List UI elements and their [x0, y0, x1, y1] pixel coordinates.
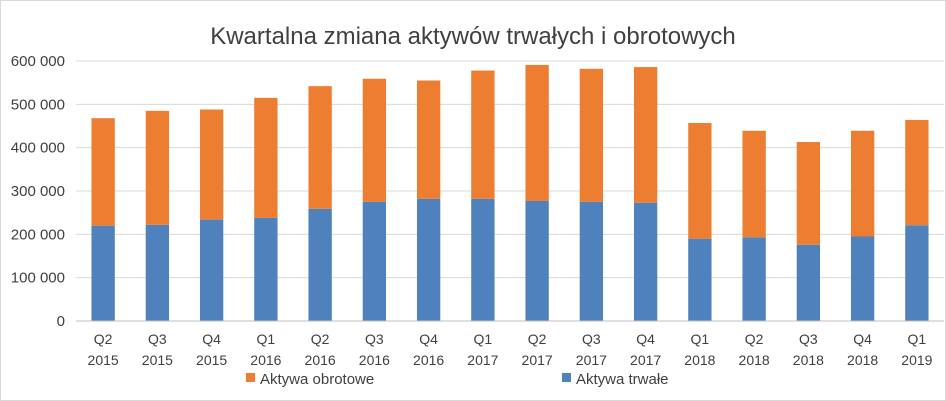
x-tick-year: 2017	[576, 352, 607, 368]
y-axis-ticks: 0 100 000 200 000 300 000 400 000 500 000 600 …	[11, 53, 65, 330]
x-tick-quarter: Q1	[691, 331, 710, 347]
bar-aktywa-trwale	[579, 201, 604, 321]
y-tick-label: 400 000	[11, 140, 65, 157]
bar-aktywa-trwale	[850, 236, 875, 321]
bar-aktywa-trwale	[199, 219, 224, 321]
x-tick-year: 2016	[305, 352, 336, 368]
chart-title: Kwartalna zmiana aktywów trwałych i obro…	[210, 23, 736, 50]
x-tick-year: 2018	[739, 352, 770, 368]
x-tick-quarter: Q2	[94, 331, 113, 347]
x-tick-quarter: Q4	[636, 331, 655, 347]
x-tick-year: 2018	[793, 352, 824, 368]
bars	[91, 64, 929, 321]
x-tick-year: 2018	[684, 352, 715, 368]
x-tick-year: 2017	[630, 352, 661, 368]
x-tick-quarter: Q3	[799, 331, 818, 347]
bar-aktywa-obrotowe	[905, 119, 929, 226]
bar-aktywa-trwale	[688, 238, 712, 321]
legend-swatch	[562, 373, 571, 382]
x-tick-year: 2018	[847, 352, 878, 368]
y-tick-label: 600 000	[11, 53, 65, 70]
bar-aktywa-trwale	[362, 201, 387, 321]
x-tick-year: 2017	[467, 352, 498, 368]
bar-aktywa-trwale	[742, 237, 766, 321]
bar-aktywa-obrotowe	[91, 118, 115, 226]
y-tick-label: 500 000	[11, 96, 65, 113]
bar-aktywa-trwale	[308, 208, 332, 321]
bar-aktywa-trwale	[416, 198, 441, 321]
y-tick-label: 0	[57, 313, 65, 330]
bar-aktywa-trwale	[145, 224, 170, 321]
x-tick-quarter: Q2	[528, 331, 547, 347]
bar-aktywa-obrotowe	[633, 67, 658, 203]
bar-aktywa-obrotowe	[362, 78, 387, 202]
bar-aktywa-trwale	[525, 200, 549, 321]
x-axis-ticks: Q2 2015 Q3 2015 Q4 2015 Q1 2016 Q2 2016 Q3 2016 Q4 20…	[88, 331, 933, 368]
y-tick-label: 200 000	[11, 226, 65, 243]
x-tick-year: 2017	[522, 352, 553, 368]
bar-aktywa-obrotowe	[579, 68, 604, 202]
bar-aktywa-obrotowe	[688, 122, 712, 239]
y-tick-label: 100 000	[11, 270, 65, 287]
x-tick-quarter: Q1	[474, 331, 493, 347]
x-tick-year: 2016	[250, 352, 281, 368]
x-tick-quarter: Q3	[148, 331, 167, 347]
x-tick-quarter: Q3	[365, 331, 384, 347]
bar-aktywa-obrotowe	[254, 97, 278, 218]
bar-aktywa-obrotowe	[471, 70, 495, 199]
legend-label: Aktywa trwałe	[576, 371, 669, 388]
x-tick-quarter: Q1	[257, 331, 276, 347]
x-tick-year: 2015	[88, 352, 119, 368]
x-tick-year: 2015	[196, 352, 227, 368]
bar-aktywa-trwale	[91, 225, 115, 321]
bar-aktywa-trwale	[905, 225, 929, 321]
x-tick-quarter: Q2	[745, 331, 764, 347]
x-tick-year: 2019	[901, 352, 932, 368]
bar-aktywa-obrotowe	[850, 130, 875, 237]
y-tick-label: 300 000	[11, 183, 65, 200]
bar-aktywa-obrotowe	[416, 80, 441, 199]
bar-aktywa-obrotowe	[145, 110, 170, 225]
bar-aktywa-trwale	[471, 198, 495, 321]
x-tick-year: 2016	[359, 352, 390, 368]
legend-swatch	[246, 373, 255, 382]
x-tick-quarter: Q1	[908, 331, 927, 347]
x-tick-quarter: Q4	[419, 331, 438, 347]
bar-aktywa-trwale	[254, 217, 278, 321]
x-tick-quarter: Q4	[853, 331, 872, 347]
bar-aktywa-obrotowe	[796, 142, 821, 245]
bar-aktywa-obrotowe	[199, 109, 224, 220]
bar-aktywa-obrotowe	[742, 130, 766, 238]
legend-label: Aktywa obrotowe	[260, 371, 374, 388]
bar-aktywa-obrotowe	[525, 64, 549, 201]
bar-aktywa-trwale	[796, 244, 821, 321]
x-tick-quarter: Q3	[582, 331, 601, 347]
legend: Aktywa obrotowe Aktywa trwałe	[246, 371, 669, 388]
bar-aktywa-trwale	[633, 202, 658, 321]
x-tick-year: 2015	[142, 352, 173, 368]
x-tick-year: 2016	[413, 352, 444, 368]
x-tick-quarter: Q2	[311, 331, 330, 347]
bar-aktywa-obrotowe	[308, 86, 332, 209]
x-tick-quarter: Q4	[202, 331, 221, 347]
